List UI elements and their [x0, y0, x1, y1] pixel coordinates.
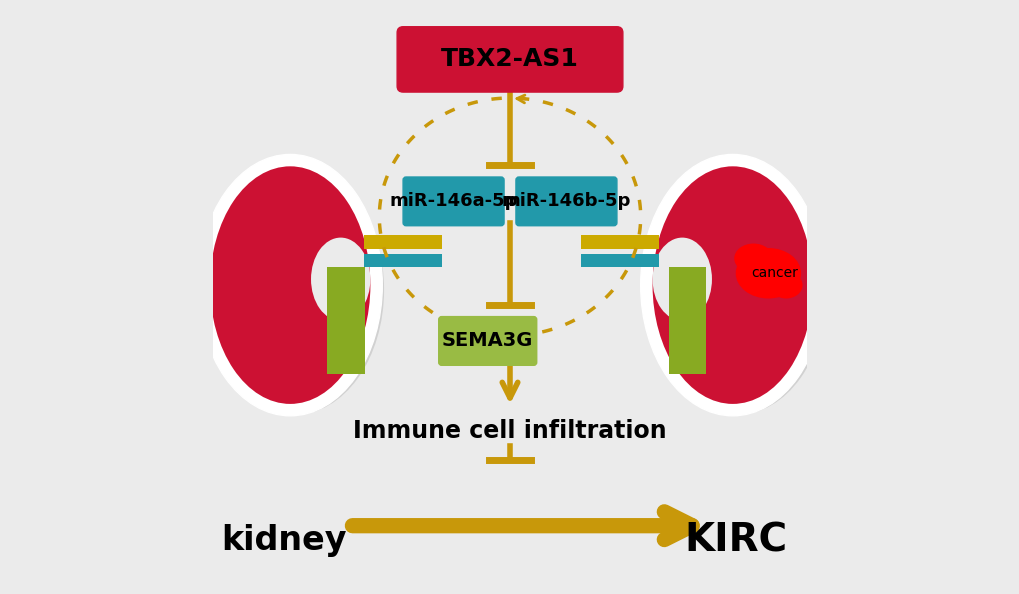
Ellipse shape	[210, 166, 370, 404]
FancyBboxPatch shape	[438, 317, 536, 365]
Ellipse shape	[769, 272, 802, 299]
Text: SEMA3G: SEMA3G	[441, 331, 533, 350]
Text: miR-146a-5p: miR-146a-5p	[389, 192, 518, 210]
Bar	[327, 267, 365, 374]
Ellipse shape	[648, 165, 825, 415]
Ellipse shape	[685, 172, 792, 279]
Text: Immune cell infiltration: Immune cell infiltration	[353, 419, 666, 443]
Text: KIRC: KIRC	[684, 522, 787, 560]
Bar	[581, 254, 658, 267]
Ellipse shape	[734, 244, 772, 273]
Bar	[364, 254, 441, 267]
Text: TBX2-AS1: TBX2-AS1	[440, 48, 579, 71]
Text: miR-146b-5p: miR-146b-5p	[501, 192, 631, 210]
FancyBboxPatch shape	[516, 177, 616, 226]
Ellipse shape	[652, 238, 711, 321]
Ellipse shape	[206, 165, 384, 415]
Ellipse shape	[735, 248, 800, 298]
Ellipse shape	[311, 238, 370, 321]
Ellipse shape	[230, 172, 337, 279]
Ellipse shape	[198, 154, 382, 416]
FancyBboxPatch shape	[403, 177, 503, 226]
FancyBboxPatch shape	[396, 27, 623, 92]
Text: cancer: cancer	[750, 266, 797, 280]
Bar	[668, 267, 705, 374]
Ellipse shape	[652, 166, 812, 404]
Text: kidney: kidney	[221, 524, 346, 557]
Bar	[581, 235, 658, 249]
Ellipse shape	[640, 154, 824, 416]
Bar	[364, 235, 441, 249]
